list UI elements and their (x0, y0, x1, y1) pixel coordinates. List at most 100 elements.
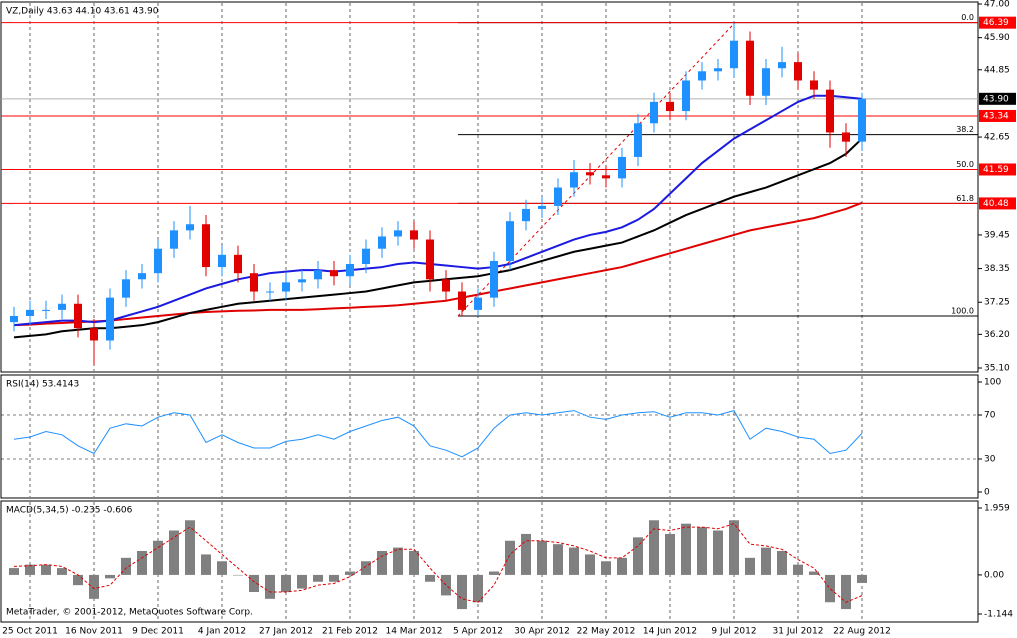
macd-bar (569, 547, 579, 575)
level-price-box (979, 109, 1016, 122)
candle-body (570, 172, 578, 188)
level-price-label: 41.59 (983, 165, 1009, 175)
candle-body (426, 239, 434, 280)
x-tick-label: 9 Dec 2011 (132, 627, 184, 637)
macd-bar (841, 574, 851, 610)
candle-body (778, 62, 786, 69)
candle-body (858, 98, 866, 142)
candle-body (378, 236, 386, 249)
y-tick-label: 37.25 (984, 298, 1010, 308)
macd-bar (537, 540, 547, 575)
y-tick-label: 100 (984, 378, 1001, 388)
candle-body (298, 279, 306, 283)
candle-body (250, 273, 258, 292)
signal-line (13, 523, 863, 603)
candle-body (106, 297, 114, 341)
level-price-label: 43.34 (983, 111, 1009, 121)
macd-bar (457, 574, 467, 610)
candle-body (698, 71, 706, 81)
level-price-label: 40.48 (983, 199, 1009, 209)
macd-bar (313, 574, 323, 582)
x-tick-label: 27 Jan 2012 (259, 627, 313, 637)
candle-body (122, 279, 130, 298)
candle-body (746, 40, 754, 96)
candle-body (762, 68, 770, 96)
candle-body (810, 80, 818, 90)
moving-average (13, 137, 863, 339)
x-tick-label: 22 May 2012 (577, 627, 636, 637)
macd-bar (425, 574, 435, 582)
macd-bar (281, 574, 291, 593)
last-price-box (979, 92, 1016, 105)
candle-body (474, 297, 482, 310)
macd-bar (345, 571, 355, 575)
y-tick-label: 42.65 (984, 133, 1010, 143)
y-tick-label: -1.144 (984, 610, 1013, 620)
candle-body (234, 254, 242, 274)
candle-body (794, 62, 802, 81)
macd-bar (169, 530, 179, 575)
candle-body (826, 89, 834, 133)
y-tick-label: 39.45 (984, 230, 1010, 240)
macd-bar (89, 574, 99, 599)
fib-label: 61.8 (956, 194, 974, 203)
candle-body (346, 264, 354, 277)
macd-bar (393, 547, 403, 575)
last-price-label: 43.90 (983, 94, 1009, 104)
candle-body (506, 221, 514, 261)
candle-body (138, 273, 146, 280)
macd-bar (57, 568, 67, 575)
macd-bar (489, 571, 499, 575)
macd-bar (9, 568, 19, 575)
macd-bar (121, 557, 131, 575)
macd-bar (137, 551, 147, 575)
macd-bar (265, 574, 275, 599)
candle-body (602, 175, 610, 179)
y-tick-label: 36.20 (984, 330, 1010, 340)
macd-bar (25, 564, 35, 575)
candle-body (314, 270, 322, 280)
macd-bar (201, 554, 211, 575)
macd-bar (105, 574, 115, 579)
candle-body (202, 224, 210, 268)
level-price-box (979, 197, 1016, 210)
macd-bar (761, 547, 771, 575)
level-price-box (979, 163, 1016, 176)
macd-bar (665, 533, 675, 575)
macd-bar (601, 561, 611, 575)
candle-body (26, 309, 34, 316)
candle-body (442, 279, 450, 292)
candle-body (522, 208, 530, 222)
macd-bar (697, 527, 707, 575)
x-tick-label: 21 Feb 2012 (322, 627, 378, 637)
y-tick-label: 45.90 (984, 33, 1010, 43)
x-tick-label: 16 Nov 2011 (65, 627, 123, 637)
y-tick-label: 0 (984, 488, 990, 498)
fib-label: 50.0 (956, 160, 974, 169)
x-tick-label: 30 Apr 2012 (514, 627, 570, 637)
footer: MetaTrader, © 2001-2012, MetaQuotes Soft… (6, 608, 253, 618)
panel-title: RSI(14) 53.4143 (6, 380, 79, 390)
macd-bar (217, 561, 227, 575)
y-tick-label: 38.35 (984, 264, 1010, 274)
candle-body (410, 230, 418, 240)
y-tick-label: 44.85 (984, 65, 1010, 75)
candle-body (218, 254, 226, 268)
candle-body (362, 248, 370, 264)
macd-bar (233, 574, 243, 576)
x-tick-label: 22 Aug 2012 (833, 627, 891, 637)
candle-body (74, 303, 82, 329)
macd-bar (745, 557, 755, 575)
macd-bar (249, 574, 259, 593)
macd-bar (713, 530, 723, 575)
macd-bar (793, 564, 803, 575)
macd-bar (825, 574, 835, 603)
macd-bar (553, 544, 563, 575)
macd-bar (681, 523, 691, 575)
macd-bar (153, 540, 163, 575)
y-tick-label: 1.959 (984, 504, 1010, 514)
level-price-label: 46.39 (983, 18, 1009, 28)
macd-bar (809, 571, 819, 575)
